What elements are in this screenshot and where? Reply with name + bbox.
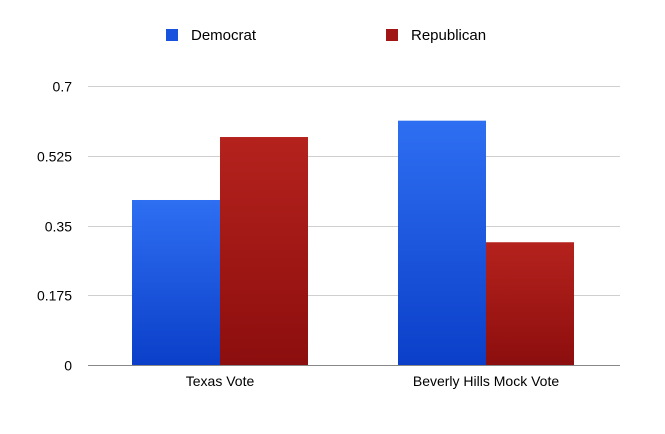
x-tick-label: Texas Vote xyxy=(186,373,255,389)
y-axis-tick-labels: 0 0.175 0.35 0.525 0.7 xyxy=(37,79,72,374)
legend-label-republican: Republican xyxy=(411,27,486,44)
x-tick-label: Beverly Hills Mock Vote xyxy=(413,373,559,389)
legend: Democrat Republican xyxy=(166,27,486,44)
y-tick-label: 0.525 xyxy=(37,149,72,165)
y-tick-label: 0.7 xyxy=(53,79,73,95)
bar-democrat-2 xyxy=(398,120,486,365)
bars xyxy=(132,120,574,365)
bar-democrat-1 xyxy=(132,199,220,365)
y-tick-label: 0 xyxy=(64,358,72,374)
y-tick-label: 0.35 xyxy=(45,219,72,235)
legend-swatch-democrat xyxy=(166,29,178,41)
legend-swatch-republican xyxy=(386,29,398,41)
y-tick-label: 0.175 xyxy=(37,288,72,304)
legend-label-democrat: Democrat xyxy=(191,27,257,44)
bar-republican-1 xyxy=(220,137,308,365)
x-axis-tick-labels: Texas Vote Beverly Hills Mock Vote xyxy=(186,373,560,389)
bar-republican-2 xyxy=(486,242,574,365)
